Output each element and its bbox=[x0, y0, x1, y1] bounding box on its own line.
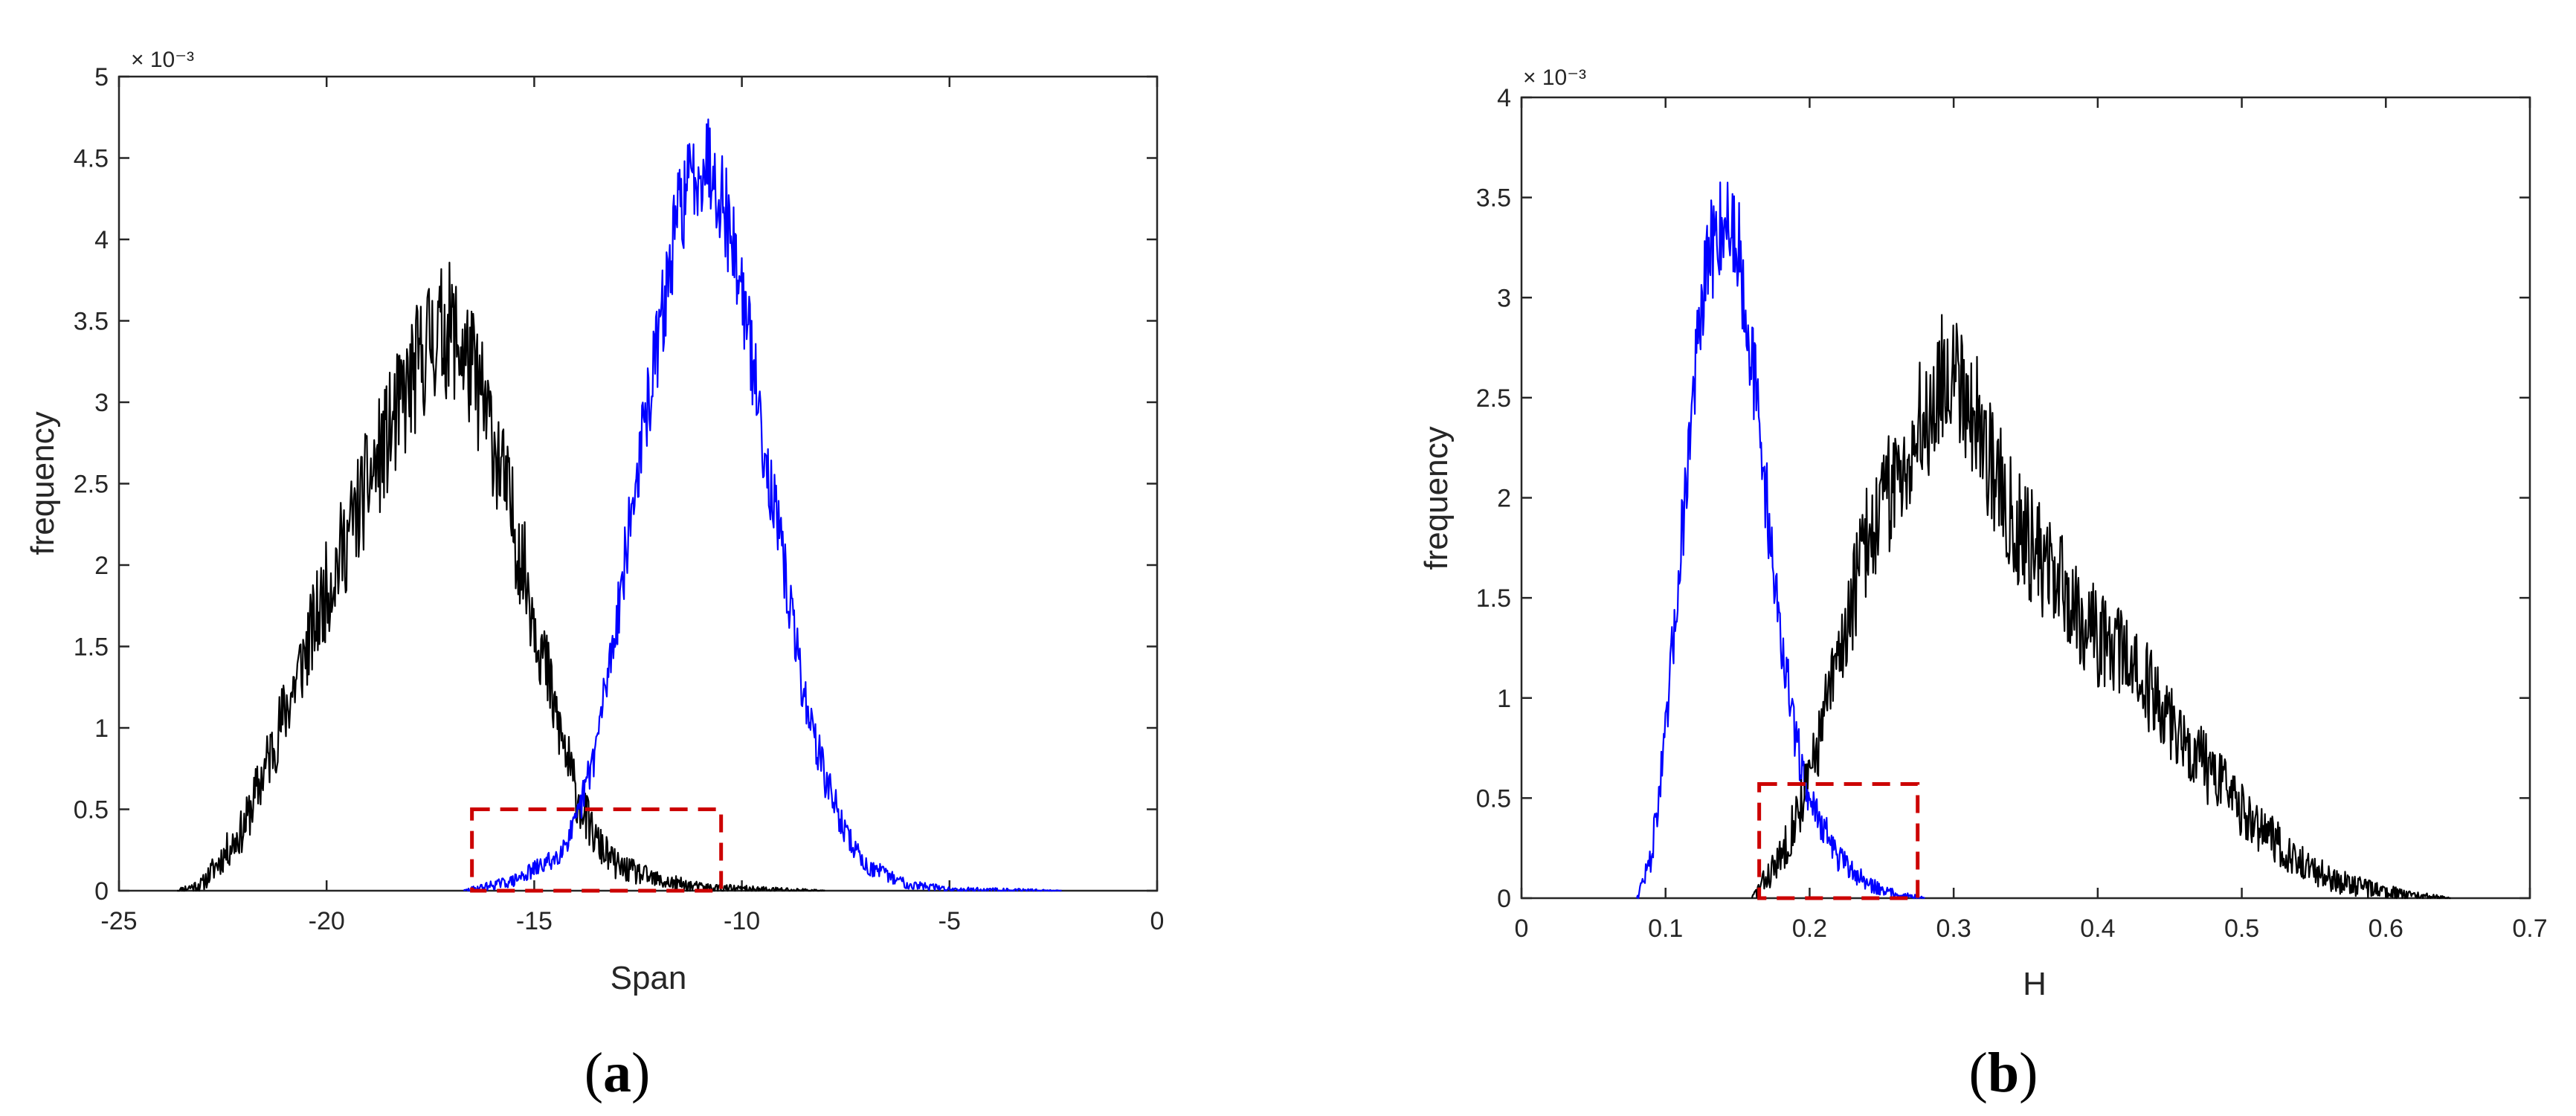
y-tick-label: 0.5 bbox=[1476, 784, 1511, 813]
series-line-b-2 bbox=[1751, 314, 2451, 900]
panel-caption-a: (a) bbox=[585, 1042, 651, 1104]
x-tick-label: 0.2 bbox=[1792, 915, 1827, 943]
x-tick-label: -10 bbox=[724, 907, 760, 935]
y-tick-label: 2 bbox=[1497, 485, 1511, 513]
panel-caption-b: (b) bbox=[1969, 1042, 2038, 1104]
x-tick-label: -20 bbox=[309, 907, 345, 935]
panel-letter-b: b bbox=[1988, 1042, 2019, 1104]
highlight-box-a bbox=[470, 807, 724, 893]
x-tick-label: 0.5 bbox=[2224, 915, 2259, 943]
y-axis-a: 0 0.5 1 1.5 2 2.5 3 3.5 4 4.5 5 bbox=[74, 63, 1157, 906]
x-tick-label: 0.1 bbox=[1648, 915, 1683, 943]
series-line-b-1 bbox=[1635, 181, 1925, 900]
x-tick-label: -25 bbox=[100, 907, 137, 935]
y-tick-label: 3 bbox=[94, 389, 109, 417]
chart-panel-a: -25 -20 -15 -10 -5 0 0 0.5 1 1.5 2 2.5 3 3.5 4 4.5 5 × … bbox=[25, 48, 1164, 1104]
y-tick-label: 1.5 bbox=[74, 633, 109, 662]
y-tick-label: 2 bbox=[94, 552, 109, 580]
highlight-box-b bbox=[1757, 782, 1920, 900]
y-tick-label: 4 bbox=[94, 226, 109, 254]
x-tick-label: -15 bbox=[516, 907, 553, 935]
y-axis-label-b: frequency bbox=[1418, 426, 1455, 570]
x-axis-label-a: Span bbox=[611, 960, 687, 996]
series-layer-a bbox=[177, 118, 1062, 892]
x-axis-b: 0 0.1 0.2 0.3 0.4 0.5 0.6 0.7 bbox=[1515, 97, 2548, 943]
y-tick-label: 5 bbox=[94, 63, 109, 91]
y-tick-label: 1 bbox=[94, 715, 109, 743]
y-tick-label: 2.5 bbox=[74, 471, 109, 499]
y-tick-label: 3.5 bbox=[74, 308, 109, 336]
x-tick-label: 0 bbox=[1150, 907, 1165, 935]
y-axis-b: 0 0.5 1 1.5 2 2.5 3 3.5 4 bbox=[1476, 84, 2530, 913]
x-tick-label: 0 bbox=[1515, 915, 1529, 943]
y-tick-label: 4 bbox=[1497, 84, 1511, 112]
y-exponent-a: × 10⁻³ bbox=[131, 48, 194, 72]
y-tick-label: 2.5 bbox=[1476, 384, 1511, 413]
y-tick-label: 3.5 bbox=[1476, 184, 1511, 213]
x-tick-label: 0.7 bbox=[2512, 915, 2547, 943]
series-layer-b bbox=[1635, 181, 2451, 900]
y-tick-label: 3 bbox=[1497, 284, 1511, 312]
chart-panel-b: 0 0.1 0.2 0.3 0.4 0.5 0.6 0.7 0 0.5 1 1.5 2 2.5 3 3.5 4… bbox=[1418, 65, 2548, 1104]
x-tick-label: 0.4 bbox=[2080, 915, 2115, 943]
y-tick-label: 0.5 bbox=[74, 796, 109, 825]
x-tick-label: -5 bbox=[938, 907, 961, 935]
series-line-a-2 bbox=[463, 118, 1062, 892]
panel-letter-a: a bbox=[603, 1042, 631, 1104]
y-tick-label: 0 bbox=[1497, 885, 1511, 913]
y-tick-label: 1 bbox=[1497, 685, 1511, 713]
series-line-a-1 bbox=[177, 262, 825, 892]
y-axis-label-a: frequency bbox=[25, 411, 61, 555]
y-tick-label: 0 bbox=[94, 877, 109, 906]
y-exponent-b: × 10⁻³ bbox=[1523, 65, 1586, 90]
x-axis-a: -25 -20 -15 -10 -5 0 bbox=[100, 77, 1164, 935]
x-tick-label: 0.3 bbox=[1936, 915, 1971, 943]
y-tick-label: 1.5 bbox=[1476, 584, 1511, 613]
x-axis-label-b: H bbox=[2023, 966, 2047, 1002]
x-tick-label: 0.6 bbox=[2369, 915, 2403, 943]
y-tick-label: 4.5 bbox=[74, 145, 109, 173]
